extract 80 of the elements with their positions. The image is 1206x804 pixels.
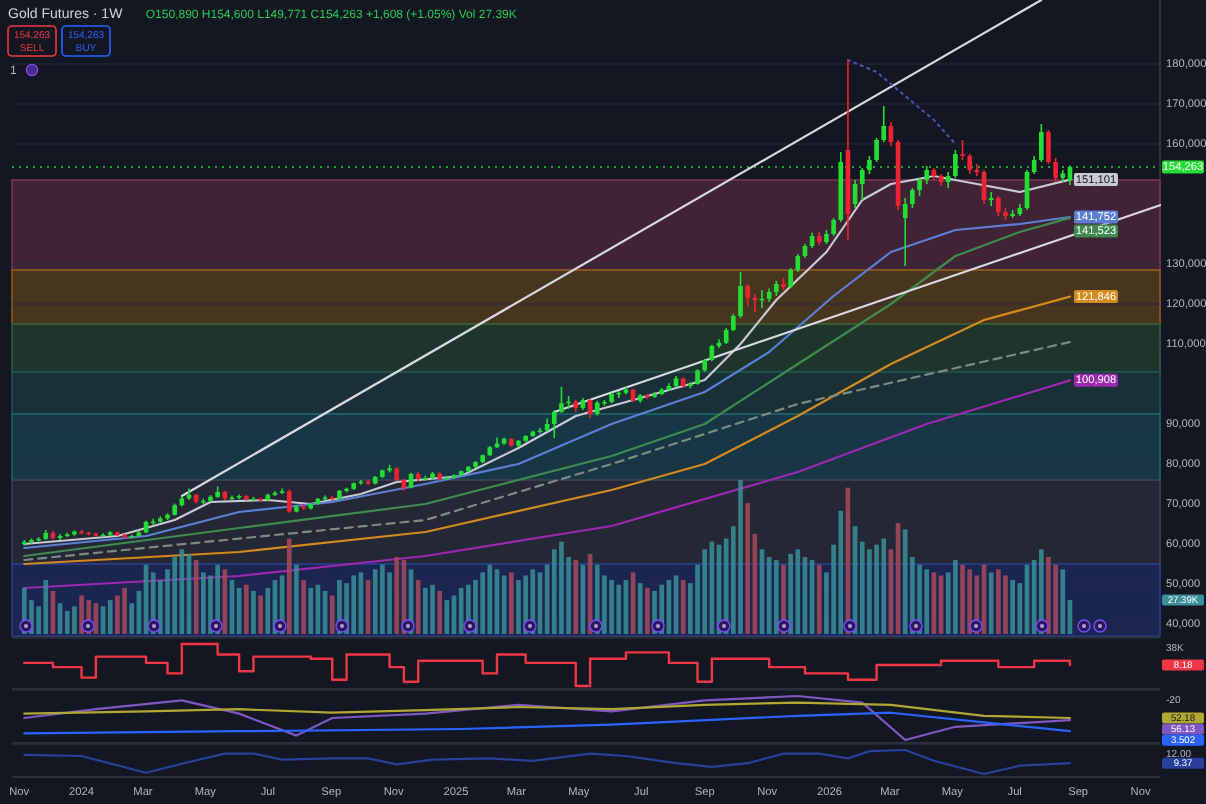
bar — [516, 580, 521, 634]
bar — [394, 557, 400, 634]
bar — [996, 569, 1001, 634]
bar — [508, 572, 514, 634]
candlestick — [1053, 157, 1058, 183]
bar — [816, 564, 822, 634]
bar — [1010, 580, 1015, 634]
candlestick — [960, 139, 965, 161]
bar — [437, 590, 443, 634]
bar — [960, 564, 965, 634]
bar — [423, 587, 428, 634]
bar — [222, 569, 228, 634]
bar — [645, 587, 650, 634]
bar — [122, 587, 127, 634]
bar — [1053, 564, 1058, 634]
candlestick — [1038, 123, 1044, 163]
bar — [1060, 569, 1066, 634]
bar — [616, 584, 622, 634]
bar — [902, 529, 908, 634]
line-series — [846, 58, 957, 146]
bar — [201, 572, 206, 634]
candlestick — [559, 386, 564, 414]
bar — [301, 580, 306, 634]
candlestick — [286, 488, 292, 514]
bar — [773, 560, 779, 634]
bar — [72, 606, 77, 634]
bar — [265, 587, 271, 634]
bar — [380, 564, 385, 634]
bar — [988, 572, 994, 634]
candlestick — [996, 195, 1001, 217]
bar — [458, 587, 464, 634]
bar — [745, 503, 750, 634]
candlestick — [1046, 129, 1051, 165]
bar — [1003, 575, 1008, 634]
bar — [573, 560, 579, 634]
bar — [294, 564, 299, 634]
bar — [738, 480, 743, 634]
bar — [680, 580, 686, 634]
bar — [351, 575, 357, 634]
bar — [881, 538, 887, 634]
line-series — [23, 340, 1072, 562]
bar — [487, 564, 493, 634]
bar — [702, 549, 708, 634]
candlestick — [745, 283, 750, 307]
candlestick — [988, 191, 994, 207]
candlestick — [874, 137, 879, 163]
bar — [64, 610, 70, 634]
bar — [795, 549, 801, 634]
candlestick — [967, 153, 973, 175]
bar — [551, 549, 557, 634]
bar — [953, 560, 958, 634]
bar — [874, 544, 879, 634]
candlestick — [551, 409, 557, 439]
bar — [329, 595, 335, 634]
bar — [415, 580, 421, 634]
bar — [286, 538, 292, 634]
bar — [172, 557, 178, 634]
candlestick — [881, 105, 887, 143]
bar — [480, 572, 485, 634]
bar — [43, 580, 49, 634]
bar — [430, 584, 435, 634]
bar — [251, 590, 256, 634]
bar — [838, 510, 844, 634]
candlestick — [738, 271, 743, 319]
bar — [243, 584, 249, 634]
bar — [559, 541, 564, 634]
bar — [115, 595, 120, 634]
candlestick — [752, 293, 758, 313]
bar — [387, 572, 392, 634]
bar — [258, 595, 263, 634]
bar — [924, 569, 930, 634]
bar — [107, 600, 113, 634]
bar — [637, 583, 643, 634]
bar — [308, 587, 314, 634]
bar — [867, 549, 872, 634]
candlestick — [902, 197, 908, 267]
bar — [372, 569, 378, 634]
candlestick — [788, 267, 793, 289]
bar — [609, 580, 614, 634]
candlestick — [910, 187, 915, 209]
